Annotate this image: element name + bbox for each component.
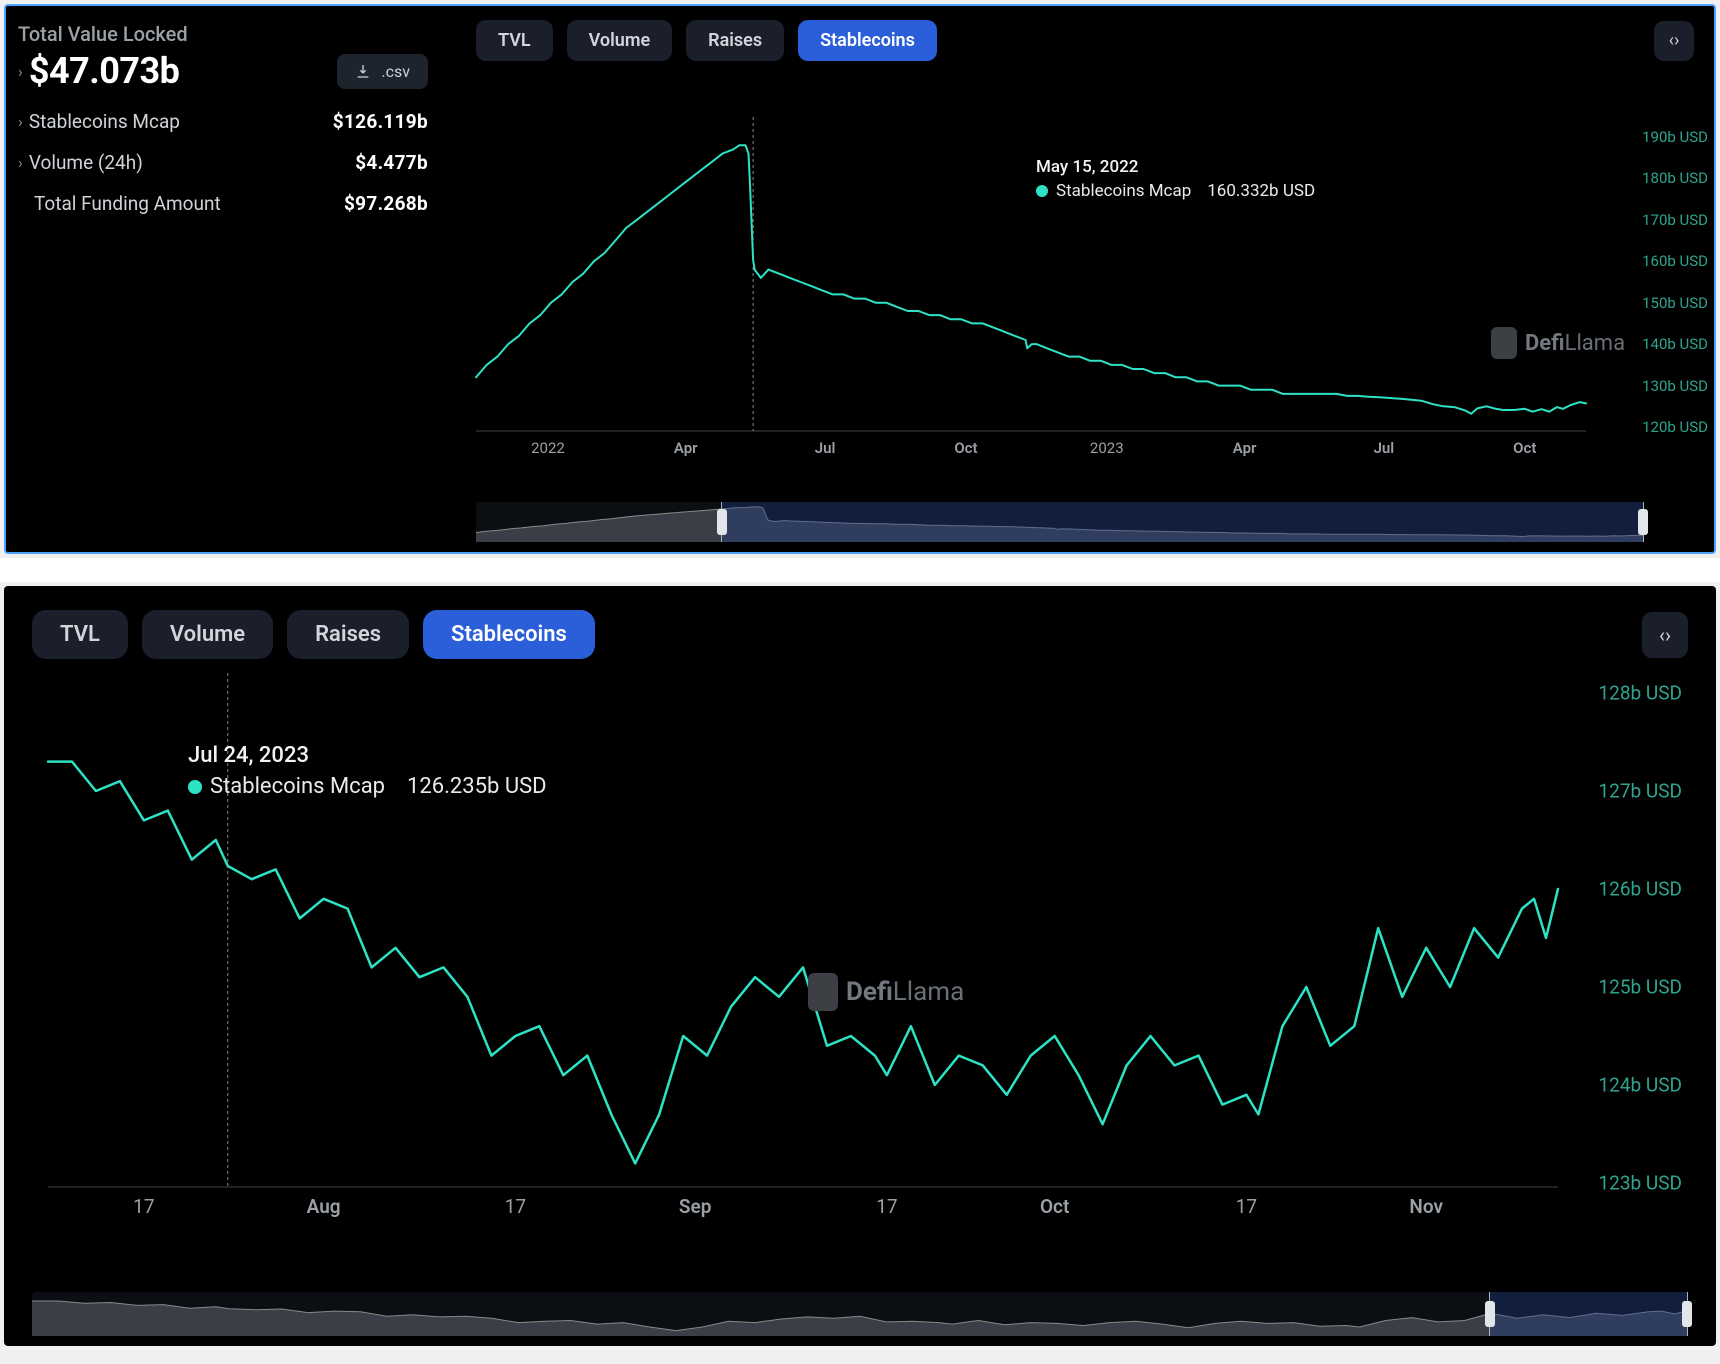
tab-volume[interactable]: Volume (567, 20, 673, 61)
dashboard-panel-bottom: TVL Volume Raises Stablecoins ‹› Jul 24, 20… (4, 586, 1716, 1346)
stat-value: $4.477b (355, 151, 428, 174)
download-icon (355, 63, 371, 79)
tab-stablecoins[interactable]: Stablecoins (423, 610, 595, 659)
tab-raises[interactable]: Raises (287, 610, 409, 659)
y-tick-label: 130b USD (1642, 377, 1708, 395)
chevron-right-icon[interactable]: › (18, 62, 23, 81)
y-tick-label: 140b USD (1642, 335, 1708, 353)
y-tick-label: 190b USD (1642, 128, 1708, 146)
tab-tvl[interactable]: TVL (476, 20, 553, 61)
x-tick-label: 17 (133, 1195, 154, 1218)
tab-raises[interactable]: Raises (686, 20, 784, 61)
csv-button-label: .csv (381, 62, 410, 81)
x-tick-label: Sep (679, 1195, 712, 1218)
stat-label: Stablecoins Mcap (29, 110, 180, 133)
x-tick-label: 17 (876, 1195, 897, 1218)
brush-handle-right[interactable] (1638, 509, 1648, 535)
tab-tvl[interactable]: TVL (32, 610, 128, 659)
x-tick-label: 17 (505, 1195, 526, 1218)
brush-handle-left[interactable] (717, 509, 727, 535)
stat-row[interactable]: › Volume (24h) $4.477b (18, 151, 428, 174)
y-tick-label: 123b USD (1599, 1172, 1683, 1195)
y-tick-label: 170b USD (1642, 211, 1708, 229)
stablecoins-chart-bottom[interactable] (28, 673, 1688, 1223)
y-tick-label: 124b USD (1599, 1074, 1683, 1097)
embed-button[interactable]: ‹› (1654, 21, 1694, 61)
brush-selection[interactable] (1489, 1292, 1688, 1336)
tvl-value: $47.073b (29, 50, 338, 92)
x-tick-label: Aug (307, 1195, 341, 1218)
x-tick-label: Apr (674, 439, 698, 457)
tab-stablecoins[interactable]: Stablecoins (798, 20, 937, 61)
stat-value: $97.268b (344, 192, 428, 215)
chevron-right-icon[interactable]: › (18, 112, 23, 131)
y-tick-label: 150b USD (1642, 294, 1708, 312)
x-tick-label: Oct (1513, 439, 1536, 457)
chart-tabbar-bottom: TVL Volume Raises Stablecoins ‹› (28, 606, 1692, 673)
brush-handle-right[interactable] (1682, 1301, 1692, 1327)
stats-sidebar: Total Value Locked › $47.073b .csv › Stab… (6, 6, 456, 552)
tvl-title: Total Value Locked (18, 22, 428, 46)
y-tick-label: 160b USD (1642, 252, 1708, 270)
x-tick-label: Apr (1233, 439, 1257, 457)
x-tick-label: Nov (1409, 1195, 1443, 1218)
x-tick-label: Jul (815, 439, 836, 457)
time-brush-bottom[interactable] (32, 1292, 1688, 1336)
stat-label: Volume (24h) (29, 151, 143, 174)
y-tick-label: 125b USD (1599, 976, 1683, 999)
tab-volume[interactable]: Volume (142, 610, 273, 659)
stat-row[interactable]: › Stablecoins Mcap $126.119b (18, 110, 428, 133)
y-tick-label: 120b USD (1642, 418, 1708, 436)
chevron-right-icon[interactable]: › (18, 153, 23, 172)
stablecoins-chart-top[interactable] (456, 67, 1666, 467)
brush-selection[interactable] (721, 502, 1644, 542)
stat-value: $126.119b (333, 110, 428, 133)
y-tick-label: 126b USD (1599, 878, 1683, 901)
x-tick-label: Jul (1374, 439, 1395, 457)
brush-handle-left[interactable] (1485, 1301, 1495, 1327)
y-tick-label: 180b USD (1642, 169, 1708, 187)
chart-area-top: TVL Volume Raises Stablecoins ‹› May 15, 20… (456, 6, 1714, 552)
time-brush-top[interactable] (476, 502, 1644, 542)
x-tick-label: 2023 (1090, 439, 1124, 457)
y-tick-label: 128b USD (1599, 682, 1683, 705)
x-tick-label: Oct (954, 439, 977, 457)
x-tick-label: 17 (1236, 1195, 1257, 1218)
y-tick-label: 127b USD (1599, 780, 1683, 803)
stat-row: Total Funding Amount $97.268b (18, 192, 428, 215)
chart-tabbar-top: TVL Volume Raises Stablecoins ‹› (456, 6, 1714, 67)
download-csv-button[interactable]: .csv (337, 54, 428, 89)
stat-label: Total Funding Amount (34, 192, 221, 215)
x-tick-label: Oct (1040, 1195, 1069, 1218)
embed-button[interactable]: ‹› (1642, 612, 1688, 658)
x-tick-label: 2022 (531, 439, 565, 457)
chart2-wrap: Jul 24, 2023 Stablecoins Mcap 126.235b U… (28, 673, 1692, 1264)
dashboard-panel-top: Total Value Locked › $47.073b .csv › Stab… (4, 4, 1716, 554)
chart1-wrap: May 15, 2022 Stablecoins Mcap 160.332b U… (456, 67, 1714, 496)
